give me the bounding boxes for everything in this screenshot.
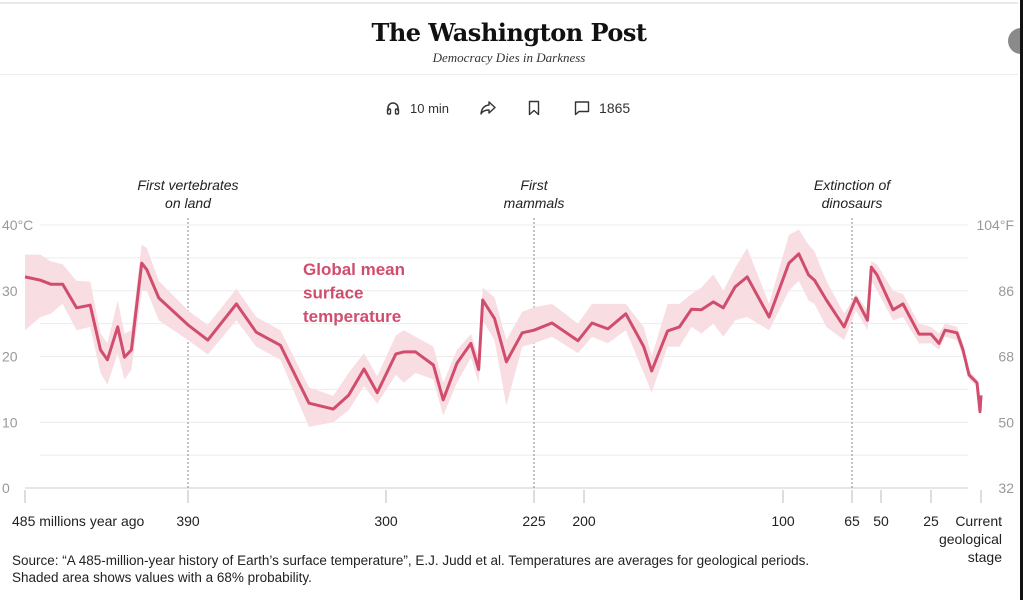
- site-tagline: Democracy Dies in Darkness: [432, 50, 586, 65]
- x-tick-label: 100: [771, 513, 795, 529]
- y-axes: 40°C 30 20 10 0 104°F 86 68 50 32: [2, 217, 1014, 496]
- series-label-line: temperature: [303, 307, 401, 326]
- x-tick-label: geological: [939, 531, 1002, 547]
- x-tick-label: 65: [844, 513, 860, 529]
- scroll-button[interactable]: [1008, 28, 1023, 54]
- listen-duration: 10 min: [410, 100, 450, 116]
- comments-button[interactable]: 1865: [574, 100, 630, 116]
- confidence-band: [25, 229, 981, 427]
- x-axis: 485 millions year ago 390 300 225 200 100 65 50…: [12, 490, 1002, 565]
- series-label-line: Global mean: [303, 260, 405, 279]
- x-tick-label: Current: [955, 513, 1002, 529]
- y-tick-label-right: 68: [998, 349, 1014, 365]
- annotation-label: First vertebrates: [137, 177, 238, 193]
- bookmark-button[interactable]: [527, 100, 541, 116]
- x-tick-label: stage: [968, 549, 1002, 565]
- share-icon: [479, 100, 497, 116]
- annotation-label: dinosaurs: [822, 195, 883, 211]
- source-note: Source: “A 485-million-year history of E…: [12, 553, 810, 585]
- y-tick-label-right: 104°F: [976, 217, 1014, 233]
- comment-icon: [574, 100, 590, 116]
- annotation-label: First: [520, 177, 548, 193]
- listen-button[interactable]: 10 min: [385, 100, 449, 116]
- temperature-series: [24, 252, 983, 414]
- window-edge: [1020, 0, 1023, 600]
- x-tick-label: 200: [572, 513, 596, 529]
- y-tick-label-left: 20: [2, 349, 18, 365]
- article-toolbar: 10 min 1865: [385, 100, 630, 116]
- annotation-label: mammals: [504, 195, 565, 211]
- x-tick-label: 225: [522, 513, 546, 529]
- y-tick-label-left: 0: [2, 480, 10, 496]
- comments-count: 1865: [599, 100, 631, 116]
- x-tick-label: 390: [176, 513, 200, 529]
- series-label-line: surface: [303, 284, 363, 303]
- annotations: First vertebrates on land First mammals Exti…: [137, 177, 892, 500]
- gridlines: [25, 224, 968, 489]
- y-tick-label-left: 10: [2, 414, 18, 430]
- x-tick-label: 300: [374, 513, 398, 529]
- x-tick-label: 50: [873, 513, 889, 529]
- y-tick-label-right: 50: [998, 414, 1014, 430]
- headphones-icon: [385, 100, 401, 116]
- y-tick-label-left: 40°C: [2, 217, 33, 233]
- annotation-label: on land: [165, 195, 212, 211]
- x-tick-label: 485 millions year ago: [12, 513, 145, 529]
- browser-top-border: [0, 2, 1018, 4]
- series-label: Global mean surface temperature: [303, 260, 405, 326]
- x-tick-label: 25: [923, 513, 939, 529]
- annotation-label: Extinction of: [814, 177, 892, 193]
- y-tick-label-right: 86: [998, 283, 1014, 299]
- header-divider: [0, 74, 1018, 75]
- confidence-band-area: [25, 229, 981, 427]
- bookmark-icon: [527, 100, 541, 116]
- site-logo[interactable]: The Washington Post: [371, 18, 647, 47]
- y-tick-label-right: 32: [998, 480, 1014, 496]
- share-button[interactable]: [479, 100, 497, 116]
- temperature-line: [24, 252, 983, 414]
- y-tick-label-left: 30: [2, 283, 18, 299]
